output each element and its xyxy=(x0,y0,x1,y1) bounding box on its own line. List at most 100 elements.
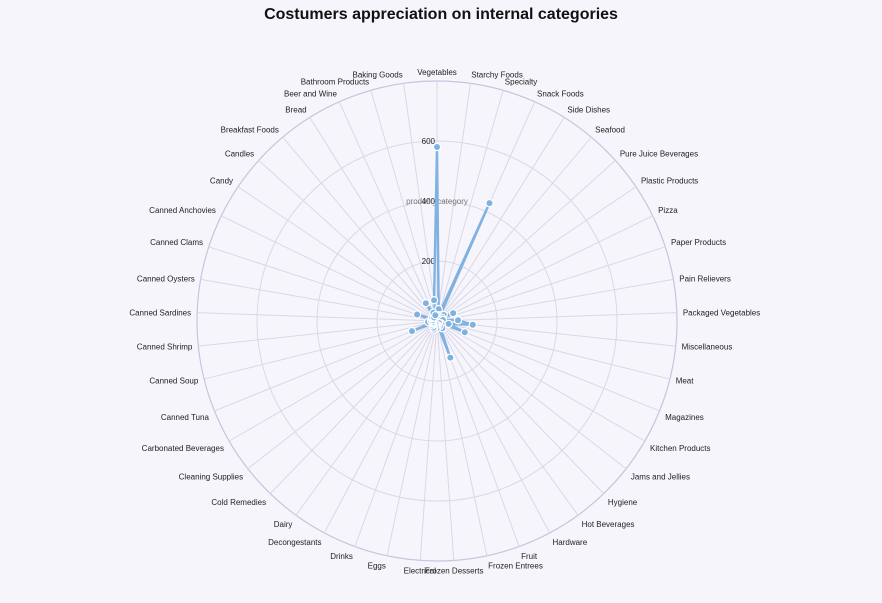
grid-spoke xyxy=(282,136,438,322)
grid-spoke xyxy=(258,160,438,322)
chart-title: Costumers appreciation on internal categ… xyxy=(264,6,618,23)
data-point xyxy=(448,308,458,318)
category-label: Plastic Products xyxy=(641,176,698,185)
category-label: Dairy xyxy=(274,520,293,529)
grid-spoke xyxy=(436,320,579,516)
data-point xyxy=(407,326,417,336)
category-label: Vegetables xyxy=(417,68,457,77)
category-label: Decongestants xyxy=(268,538,321,547)
category-label: Drinks xyxy=(330,552,353,561)
category-label: Pain Relievers xyxy=(679,274,731,283)
tick-label: 400 xyxy=(422,197,436,206)
category-label: Hot Beverages xyxy=(582,520,635,529)
grid-spoke xyxy=(370,90,438,322)
category-label: Beer and Wine xyxy=(284,89,337,98)
category-label: Canned Tuna xyxy=(161,413,210,422)
grid-spoke xyxy=(221,215,438,322)
category-label: Baking Goods xyxy=(352,70,402,79)
category-label: Electrical xyxy=(404,566,437,575)
grid-spoke xyxy=(436,83,471,322)
grid-spoke xyxy=(436,136,592,322)
tick-label: 600 xyxy=(422,137,436,146)
grid-spoke xyxy=(295,320,438,516)
category-label: Packaged Vegetables xyxy=(683,308,760,317)
category-label: Specialty xyxy=(505,78,537,87)
grid-spoke xyxy=(228,320,438,442)
category-label: Pure Juice Beverages xyxy=(620,149,698,158)
grid-spoke xyxy=(338,101,438,322)
grid-spoke xyxy=(436,215,653,322)
category-label: Kitchen Products xyxy=(650,444,710,453)
category-label: Canned Oysters xyxy=(137,274,195,283)
data-point xyxy=(446,353,455,362)
data-point xyxy=(421,298,431,308)
category-label: Canned Shrimp xyxy=(137,343,193,352)
grid-spoke xyxy=(354,320,438,547)
category-label: Eggs xyxy=(368,562,386,571)
grid-spoke xyxy=(436,246,666,322)
category-label: Cold Remedies xyxy=(211,498,266,507)
grid-spoke xyxy=(198,320,438,347)
category-label: Jams and Jellies xyxy=(631,472,690,481)
category-label: Candy xyxy=(210,176,233,185)
category-label: Hygiene xyxy=(608,498,638,507)
category-label: Magazines xyxy=(665,413,704,422)
grid-spoke xyxy=(436,320,670,380)
data-point xyxy=(412,310,422,319)
grid-spoke xyxy=(436,90,504,322)
category-label: Bread xyxy=(285,105,306,114)
data-point xyxy=(468,320,478,329)
grid-spoke xyxy=(436,278,674,322)
category-label: Cleaning Supplies xyxy=(179,472,244,481)
grid-spoke xyxy=(200,278,438,322)
category-label: Seafood xyxy=(595,126,625,135)
category-label: Breakfast Foods xyxy=(221,126,279,135)
category-label: Candles xyxy=(225,149,254,158)
grid-spoke xyxy=(247,320,438,470)
grid-spoke xyxy=(436,117,565,322)
grid-spoke xyxy=(208,246,438,322)
grid-spoke xyxy=(436,320,646,442)
data-point xyxy=(485,198,494,208)
category-label: Frozen Desserts xyxy=(425,566,484,575)
category-label: Paper Products xyxy=(671,238,726,247)
grid-spoke xyxy=(386,320,438,556)
grid-spoke xyxy=(403,83,438,322)
category-label: Frozen Entrees xyxy=(488,562,543,571)
category-label: Meat xyxy=(676,377,695,386)
grid-spoke xyxy=(214,320,438,412)
category-label: Snack Foods xyxy=(537,89,584,98)
grid-spoke xyxy=(323,320,438,534)
grid-spoke xyxy=(436,160,616,322)
data-point xyxy=(453,316,463,325)
category-label: Canned Anchovies xyxy=(149,206,216,215)
data-point xyxy=(432,142,442,152)
category-label: Side Dishes xyxy=(567,105,610,114)
grid-spoke xyxy=(204,320,438,380)
data-point xyxy=(444,319,453,329)
grid-spoke xyxy=(436,320,605,494)
tick-label: 200 xyxy=(422,257,436,266)
data-point xyxy=(460,328,470,337)
grid-spoke xyxy=(436,320,455,561)
grid-spoke xyxy=(309,117,438,322)
category-label: Hardware xyxy=(552,538,587,547)
category-label: Bathroom Products xyxy=(301,78,369,87)
grid-spoke xyxy=(436,320,627,470)
grid-spoke xyxy=(436,186,637,322)
grid-spoke xyxy=(436,320,488,556)
grid-spoke xyxy=(419,320,438,561)
grid-spoke xyxy=(237,186,438,322)
data-point xyxy=(429,296,439,305)
data-point xyxy=(431,311,440,320)
category-label: Starchy Foods xyxy=(471,70,523,79)
category-label: Fruit xyxy=(521,552,538,561)
category-label: Carbonated Beverages xyxy=(142,444,224,453)
grid-spoke xyxy=(436,320,551,534)
category-label: Canned Soup xyxy=(149,377,198,386)
grid-spoke xyxy=(269,320,438,494)
grid-spoke xyxy=(197,312,438,322)
grid-spoke xyxy=(436,320,660,412)
